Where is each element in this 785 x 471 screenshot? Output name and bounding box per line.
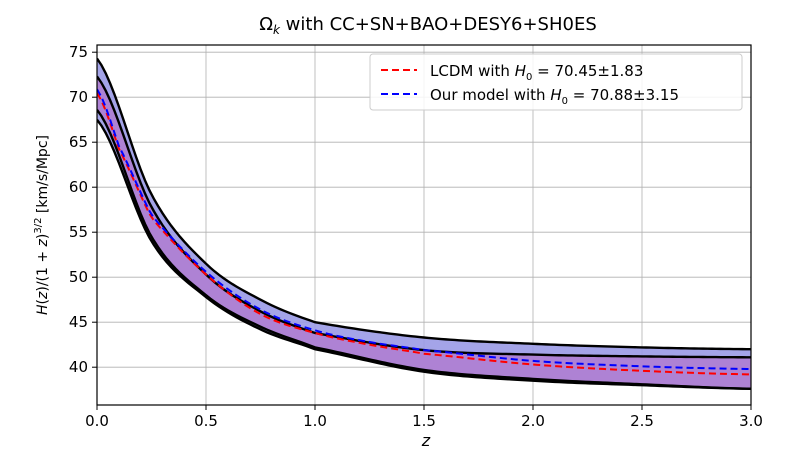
legend-box bbox=[369, 53, 743, 111]
title-omega: Ω bbox=[259, 14, 273, 35]
x-tick-label: 2.5 bbox=[630, 412, 654, 430]
title-rest: with CC+SN+BAO+DESY6+SH0ES bbox=[280, 14, 597, 35]
legend-value-lcdm: = 70.45±1.83 bbox=[532, 62, 643, 80]
series-line-1 bbox=[97, 88, 751, 370]
legend-text-model: Our model with bbox=[430, 86, 546, 104]
ylabel-H: H bbox=[35, 304, 51, 315]
x-axis-label: z bbox=[421, 431, 431, 450]
y-tick-label: 70 bbox=[69, 88, 88, 106]
chart-title: Ωk with CC+SN+BAO+DESY6+SH0ES bbox=[259, 14, 597, 37]
legend: LCDM with H0 = 70.45±1.83 Our model with… bbox=[369, 53, 743, 111]
y-tick-label: 75 bbox=[69, 43, 88, 61]
x-tick-label: 3.0 bbox=[739, 412, 763, 430]
x-tick-label: 0.5 bbox=[194, 412, 218, 430]
y-axis-label: H(z)/(1 + z)3/2 [km/s/Mpc] bbox=[33, 135, 51, 315]
legend-h0-model: H bbox=[550, 86, 561, 104]
ylabel-mid: )/(1 + bbox=[35, 246, 51, 291]
legend-label-model: Our model with H0 = 70.88±3.15 bbox=[430, 86, 679, 107]
ylabel-z2: z bbox=[35, 238, 51, 247]
legend-h0sub-model: 0 bbox=[562, 96, 568, 107]
y-tick-label: 45 bbox=[69, 313, 88, 331]
plot-area: 0.0 0.5 1.0 1.5 2.0 2.5 3.0 40 45 50 55 60 65 70 75 bbox=[69, 43, 763, 430]
title-subscript: k bbox=[273, 23, 281, 37]
x-tick-label: 2.0 bbox=[521, 412, 545, 430]
legend-label-lcdm: LCDM with H0 = 70.45±1.83 bbox=[430, 62, 643, 83]
confidence-band-0 bbox=[97, 58, 751, 389]
ylabel-exp: 3/2 bbox=[33, 218, 44, 234]
band-edge-upper-0 bbox=[97, 57, 751, 351]
y-tick-label: 65 bbox=[69, 133, 88, 151]
series-line-0 bbox=[97, 92, 751, 376]
band-edge-lower-1 bbox=[97, 109, 751, 390]
legend-value-model: = 70.88±3.15 bbox=[568, 86, 679, 104]
ylabel-z: ( bbox=[35, 299, 51, 304]
legend-h0-lcdm: H bbox=[515, 62, 526, 80]
x-tick-label: 1.5 bbox=[412, 412, 436, 430]
x-tick-label: 0.0 bbox=[85, 412, 109, 430]
x-tick-label: 1.0 bbox=[303, 412, 327, 430]
y-tick-label: 55 bbox=[69, 223, 88, 241]
legend-text-lcdm: LCDM with bbox=[430, 62, 510, 80]
ylabel-close: ) bbox=[35, 234, 51, 239]
plot-content bbox=[97, 57, 751, 390]
y-tick-label: 50 bbox=[69, 268, 88, 286]
legend-h0sub-lcdm: 0 bbox=[526, 72, 532, 83]
y-tick-label: 60 bbox=[69, 178, 88, 196]
y-tick-label: 40 bbox=[69, 358, 88, 376]
ylabel-units: [km/s/Mpc] bbox=[35, 135, 51, 218]
ylabel-z-var: z bbox=[35, 291, 51, 300]
